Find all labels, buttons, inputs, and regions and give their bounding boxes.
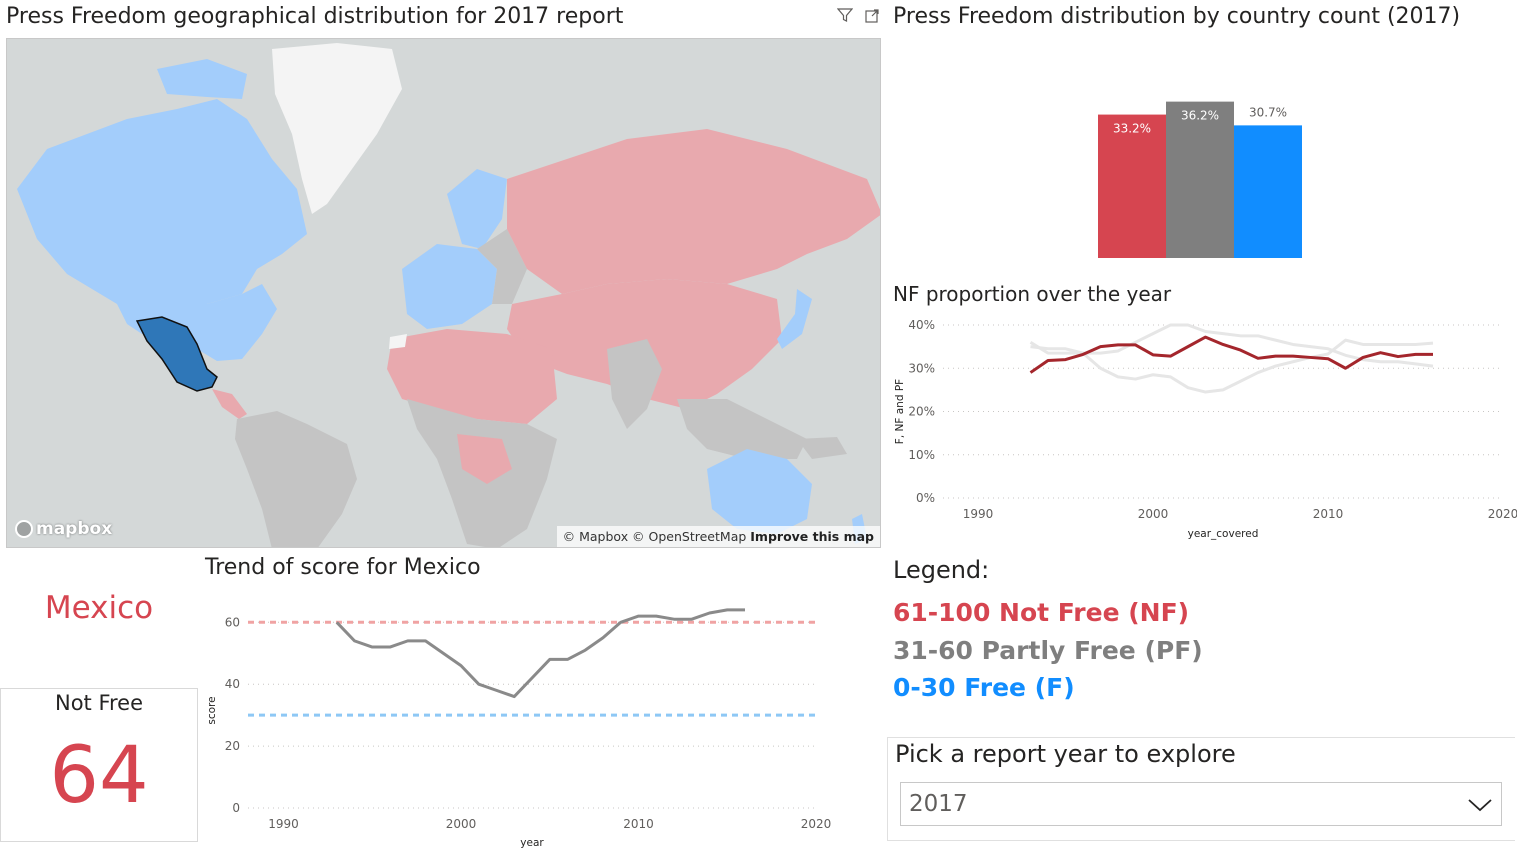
western-sahara (389, 334, 407, 349)
india-region (607, 339, 662, 429)
x-axis-title: year (520, 837, 544, 849)
mexico-score-trend-chart[interactable]: 0 20 40 60 1990 2000 2010 2020 year score (200, 592, 840, 852)
series-line[interactable] (335, 608, 745, 699)
y-tick-label: 30% (908, 361, 935, 375)
y-axis-title: score (206, 696, 218, 724)
bar-chart-title: Press Freedom distribution by country co… (893, 4, 1461, 29)
x-tick-label: 2000 (446, 817, 477, 831)
scandinavia-region (447, 169, 507, 249)
improve-map-link[interactable]: Improve this map (750, 529, 874, 544)
map-canvas[interactable] (7, 39, 881, 548)
map-title: Press Freedom geographical distribution … (6, 4, 624, 29)
central-africa-nf (457, 434, 512, 484)
arctic-islands (157, 59, 247, 99)
bar-data-label: 36.2% (1181, 109, 1219, 123)
papua-region (797, 437, 847, 459)
y-tick-label: 10% (908, 448, 935, 462)
x-axis-title: year_covered (1188, 528, 1259, 540)
mapbox-logo[interactable]: mapbox (15, 519, 112, 539)
legend-item-partly-free: 31-60 Partly Free (PF) (893, 636, 1203, 665)
se-asia-region (677, 399, 807, 459)
y-tick-label: 20 (225, 739, 240, 753)
nf-chart-title: NF proportion over the year (893, 282, 1172, 306)
usa-region (117, 284, 277, 361)
x-tick-label: 2010 (1313, 507, 1344, 521)
year-dropdown[interactable]: 2017 (900, 782, 1502, 826)
australia-region (707, 449, 812, 534)
series-line[interactable] (1030, 338, 1434, 394)
year-slicer: Pick a report year to explore 2017 (887, 737, 1515, 841)
western-europe-region (402, 244, 497, 329)
mexico-region (135, 316, 218, 392)
focus-mode-icon[interactable] (865, 8, 880, 23)
mapbox-logo-icon (15, 520, 33, 538)
bar-data-label: 33.2% (1113, 122, 1151, 136)
trend-chart-title: Trend of score for Mexico (205, 555, 481, 580)
eastern-europe-region (477, 229, 527, 304)
filter-icon[interactable] (836, 7, 854, 23)
x-tick-label: 1990 (963, 507, 994, 521)
distribution-bar-chart[interactable]: 33.2% 36.2% 30.7% (893, 36, 1513, 268)
y-axis-title: F, NF and PF (894, 379, 906, 444)
central-america-region (212, 389, 247, 419)
legend-title: Legend: (893, 556, 990, 584)
series-line[interactable] (1029, 335, 1434, 374)
bar-nf[interactable] (1098, 114, 1166, 259)
x-tick-label: 1990 (268, 817, 299, 831)
selected-country-name: Mexico (44, 590, 154, 626)
legend-item-not-free: 61-100 Not Free (NF) (893, 598, 1190, 627)
world-map[interactable]: mapbox © Mapbox © OpenStreetMap Improve … (6, 38, 881, 548)
y-tick-label: 20% (908, 405, 935, 419)
y-tick-label: 60 (225, 615, 240, 629)
bar-f[interactable] (1234, 125, 1302, 258)
x-tick-label: 2020 (801, 817, 832, 831)
x-tick-label: 2020 (1488, 507, 1517, 521)
chevron-down-icon[interactable] (1467, 793, 1493, 815)
y-tick-label: 40 (225, 677, 240, 691)
legend-item-free: 0-30 Free (F) (893, 673, 1075, 702)
greenland-region (272, 43, 402, 214)
series-line[interactable] (1029, 323, 1434, 368)
bar-data-label: 30.7% (1249, 105, 1287, 119)
nf-proportion-line-chart[interactable]: 0% 10% 20% 30% 40% 1990 2000 2010 2020 year_cover… (887, 308, 1517, 544)
south-america-region (235, 411, 357, 547)
attribution-text[interactable]: © Mapbox © OpenStreetMap (562, 529, 747, 544)
bar-pf[interactable] (1166, 101, 1234, 258)
x-tick-label: 2010 (623, 817, 654, 831)
score-card: Not Free 64 (0, 688, 198, 842)
year-dropdown-value: 2017 (909, 791, 968, 817)
map-attribution: © Mapbox © OpenStreetMap Improve this ma… (556, 526, 880, 547)
x-tick-label: 2000 (1138, 507, 1169, 521)
y-tick-label: 0% (916, 491, 935, 505)
russia-region (507, 129, 880, 294)
canada-region (17, 99, 307, 304)
slicer-title: Pick a report year to explore (895, 740, 1236, 768)
mapbox-logo-text: mapbox (36, 519, 113, 539)
score-value: 64 (49, 731, 149, 821)
north-africa-region (387, 329, 557, 424)
status-label: Not Free (54, 691, 144, 715)
japan-region (777, 289, 812, 349)
y-tick-label: 0 (232, 801, 240, 815)
y-tick-label: 40% (908, 318, 935, 332)
